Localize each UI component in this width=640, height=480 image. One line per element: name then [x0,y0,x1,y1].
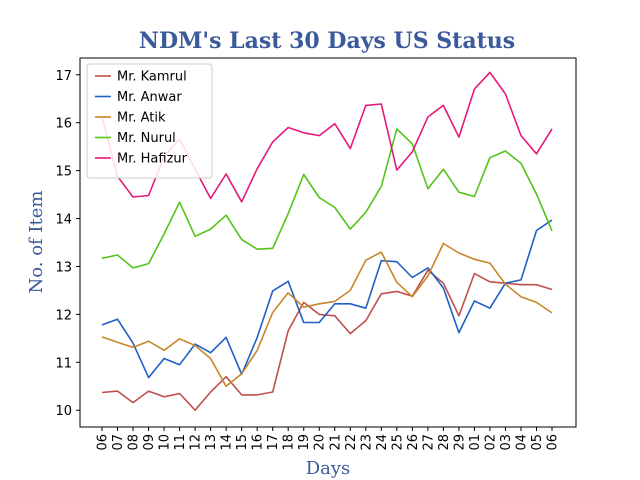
x-tick-label: 28 [437,434,452,451]
legend-label: Mr. Nurul [117,131,176,146]
x-tick-label: 09 [142,434,157,451]
x-tick-label: 21 [328,434,343,451]
legend-label: Mr. Hafizur [117,152,188,167]
x-tick-label: 15 [235,434,250,451]
x-tick-label: 25 [390,434,405,451]
x-tick-label: 12 [189,434,204,451]
x-tick-label: 13 [204,434,219,451]
legend-label: Mr. Atik [117,111,166,126]
x-tick-label: 29 [452,434,467,451]
plot-frame [79,57,577,428]
x-tick-label: 08 [127,434,142,451]
x-tick-label: 05 [530,434,545,451]
x-tick-label: 01 [468,434,483,451]
legend-box [86,63,213,179]
x-tick-label: 22 [344,434,359,451]
legend-label: Mr. Anwar [117,90,182,105]
x-tick-label: 24 [375,434,390,451]
x-tick-label: 14 [220,434,235,451]
y-tick-label: 12 [55,308,72,323]
x-tick-label: 18 [282,434,297,451]
x-tick-label: 10 [158,434,173,451]
x-axis-label: Days [306,458,351,479]
legend: Mr. Kamrul Mr. Anwar Mr. Atik Mr. Nurul Mr. … [86,63,213,179]
y-tick-label: 15 [55,165,72,180]
x-tick-label: 27 [421,434,436,451]
x-tick-label: 06 [96,434,111,451]
x-tick-label: 02 [483,434,498,451]
y-axis-label: No. of Item [26,191,47,294]
y-tick-label: 11 [55,356,72,371]
x-tick-label: 23 [359,434,374,451]
series-line-mr-anwar [101,219,553,379]
x-tick-label: 16 [251,434,266,451]
x-tick-label: 20 [313,434,328,451]
x-tick-label: 11 [173,434,188,451]
y-tick-label: 17 [55,69,72,84]
series-line-mr-nurul [101,128,553,269]
x-tick-label: 26 [406,434,421,451]
x-tick-label: 03 [499,434,514,451]
y-tick-label: 10 [55,404,72,419]
x-tick-label: 06 [546,434,561,451]
legend-label: Mr. Kamrul [117,70,187,85]
x-tick-label: 04 [514,434,529,451]
x-tick-label: 17 [266,434,281,451]
series-line-mr-atik [101,242,553,388]
y-tick-label: 14 [55,213,72,228]
chart-title: NDM's Last 30 Days US Status [139,28,515,54]
y-tick-label: 16 [55,117,72,132]
x-tick-label: 19 [297,434,312,451]
x-tick-label: 07 [111,434,126,451]
series-line-mr-kamrul [101,269,553,412]
y-tick-label: 13 [55,260,72,275]
